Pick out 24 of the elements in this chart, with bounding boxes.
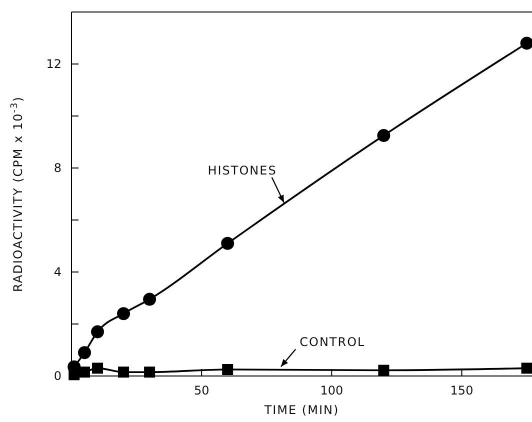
x-axis-title: TIME (MIN) bbox=[263, 403, 340, 417]
x-tick-label: 100 bbox=[320, 384, 344, 398]
y-tick-label: 4 bbox=[54, 264, 62, 279]
point bbox=[118, 366, 130, 378]
annotation: HISTONES bbox=[208, 163, 277, 178]
point bbox=[117, 307, 130, 320]
point bbox=[221, 236, 234, 250]
point bbox=[377, 129, 390, 142]
point bbox=[91, 325, 104, 338]
point bbox=[143, 292, 156, 306]
point bbox=[520, 36, 532, 50]
y-tick-label: 0 bbox=[54, 368, 62, 383]
y-tick-label: 8 bbox=[54, 160, 62, 175]
point bbox=[92, 362, 104, 374]
point bbox=[78, 346, 92, 360]
point bbox=[144, 366, 156, 378]
point bbox=[521, 362, 532, 374]
point bbox=[222, 364, 234, 375]
point bbox=[378, 364, 390, 376]
x-tick-label: 50 bbox=[194, 384, 210, 398]
y-tick-label: 12 bbox=[46, 56, 62, 71]
annotation: CONTROL bbox=[300, 335, 366, 350]
point bbox=[79, 366, 90, 378]
x-tick-label: 150 bbox=[450, 384, 474, 398]
